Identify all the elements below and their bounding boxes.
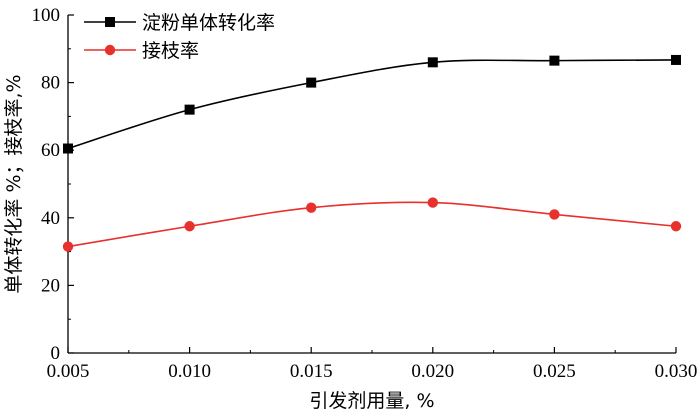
axes [67, 15, 676, 354]
legend-marker [105, 17, 115, 27]
x-axis-title: 引发剂用量, % [309, 390, 434, 412]
ticks: 0.005 0.010 0.015 0.020 0.025 0.030 0 20 40 60 80 1… [32, 5, 698, 382]
data-point [427, 57, 438, 68]
data-point [670, 221, 682, 232]
x-tick-label: 0.020 [411, 361, 454, 382]
legend-label: 淀粉单体转化率 [142, 12, 275, 34]
y-tick-label: 20 [41, 275, 60, 296]
x-tick-label: 0.025 [533, 361, 576, 382]
y-tick-label: 100 [32, 5, 61, 26]
legend-item: 接枝率 [84, 40, 199, 62]
data-point [549, 209, 560, 220]
y-axis-title: 单体转化率 %；接枝率,% [3, 74, 25, 293]
series-line [67, 201, 677, 248]
data-point [306, 202, 317, 213]
y-tick-label: 60 [41, 140, 60, 161]
series-layer [62, 54, 682, 252]
x-tick-label: 0.010 [168, 361, 211, 382]
x-tick-label: 0.030 [655, 361, 698, 382]
legend-label: 接枝率 [142, 40, 199, 62]
data-point [549, 55, 560, 66]
data-point [184, 104, 195, 115]
series-2 [62, 197, 682, 252]
data-point [671, 54, 681, 65]
x-tick-label: 0.005 [47, 361, 90, 382]
series-line [67, 59, 677, 150]
series-1 [63, 54, 681, 154]
data-point [306, 77, 317, 88]
legend-item: 淀粉单体转化率 [84, 12, 275, 34]
y-tick-label: 0 [51, 343, 61, 364]
data-point [63, 143, 73, 154]
y-tick-label: 40 [41, 208, 60, 229]
data-point [427, 197, 438, 208]
data-point [184, 221, 195, 232]
data-point [62, 241, 74, 252]
y-tick-label: 80 [41, 73, 60, 94]
legend-marker [104, 44, 116, 56]
x-tick-label: 0.015 [290, 361, 333, 382]
